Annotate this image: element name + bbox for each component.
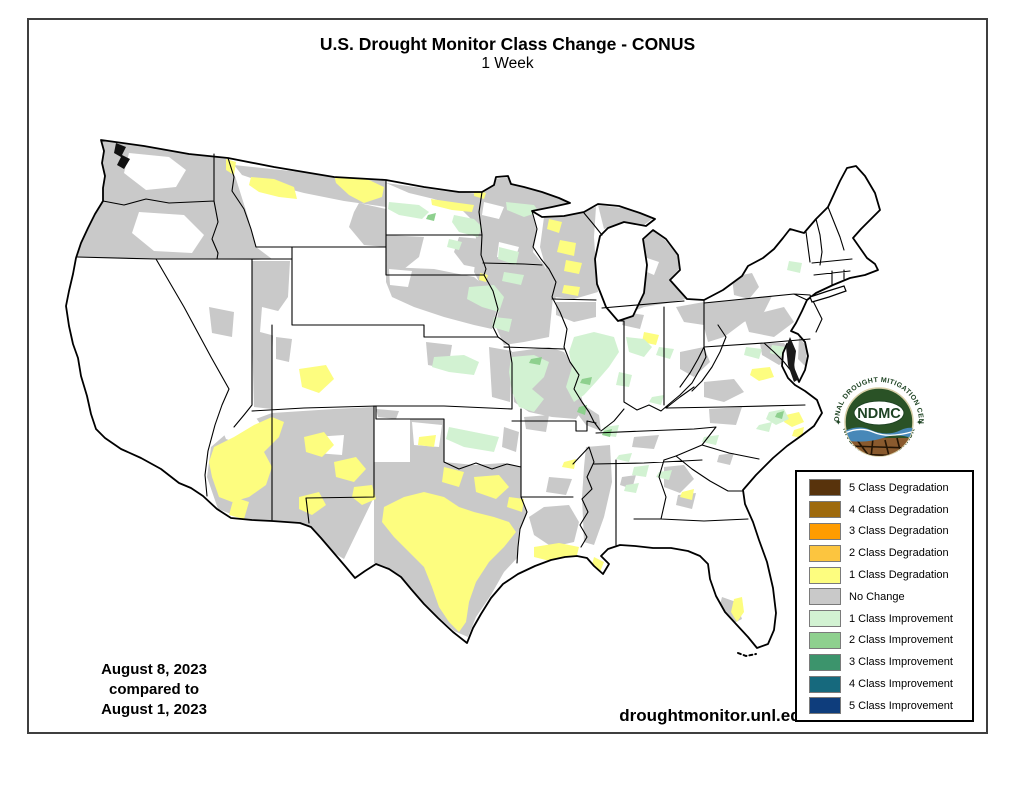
puget-sound: [114, 143, 130, 169]
legend-swatch: [809, 653, 841, 671]
florida-keys: [737, 652, 757, 658]
legend-label: 2 Class Degradation: [849, 547, 949, 560]
legend-label: 4 Class Improvement: [849, 678, 953, 691]
legend-row: 4 Class Improvement: [809, 673, 972, 695]
legend-row: 3 Class Improvement: [809, 651, 972, 673]
legend-row: 4 Class Degradation: [809, 499, 972, 521]
date-line-2: compared to: [108, 680, 199, 698]
long-island: [809, 285, 847, 303]
map-legend: 5 Class Degradation 4 Class Degradation …: [795, 470, 974, 722]
legend-swatch: [809, 610, 841, 628]
legend-label: 1 Class Improvement: [849, 612, 953, 625]
website-text: droughtmonitor.unl.edu: [619, 706, 811, 725]
conus-outline: [65, 139, 881, 649]
legend-label: 3 Class Degradation: [849, 525, 949, 538]
legend-label: 5 Class Degradation: [849, 481, 949, 494]
date-line-1: August 8, 2023: [101, 661, 207, 678]
legend-label: 2 Class Improvement: [849, 634, 953, 647]
legend-row: 5 Class Degradation: [809, 477, 972, 499]
legend-row: 3 Class Degradation: [809, 521, 972, 543]
legend-swatch: [809, 631, 841, 649]
page-subtitle: 1 Week: [481, 55, 534, 72]
logo-star-right: ✦: [916, 418, 923, 427]
legend-row: 5 Class Improvement: [809, 695, 972, 717]
legend-swatch: [809, 675, 841, 693]
legend-swatch: [809, 544, 841, 562]
legend-swatch: [809, 501, 841, 519]
date-comparison: August 8, 2023 compared to August 1, 202…: [69, 660, 239, 720]
legend-label: 4 Class Degradation: [849, 503, 949, 516]
legend-swatch: [809, 566, 841, 584]
legend-swatch: [809, 697, 841, 715]
legend-row: No Change: [809, 586, 972, 608]
legend-row: 1 Class Improvement: [809, 608, 972, 630]
logo-acronym: NDMC: [857, 406, 901, 422]
logo-star-left: ✦: [835, 418, 842, 427]
map-frame: U.S. Drought Monitor Class Change - CONU…: [27, 18, 988, 734]
legend-label: No Change: [849, 590, 905, 603]
legend-label: 1 Class Degradation: [849, 569, 949, 582]
legend-row: 1 Class Degradation: [809, 564, 972, 586]
chesapeake-bay: [786, 337, 799, 382]
legend-label: 3 Class Improvement: [849, 656, 953, 669]
legend-swatch: [809, 522, 841, 540]
ndmc-logo: NATIONAL DROUGHT MITIGATION CENTER UNIVE…: [827, 370, 930, 473]
map-fill-layer: [77, 140, 807, 637]
legend-label: 5 Class Improvement: [849, 699, 953, 712]
legend-swatch: [809, 479, 841, 497]
state-borders: [76, 153, 853, 564]
legend-row: 2 Class Improvement: [809, 630, 972, 652]
page-title: U.S. Drought Monitor Class Change - CONU…: [319, 34, 696, 54]
legend-row: 2 Class Degradation: [809, 542, 972, 564]
date-line-3: August 1, 2023: [101, 700, 207, 718]
conus-map: [65, 139, 881, 658]
legend-swatch: [809, 588, 841, 606]
